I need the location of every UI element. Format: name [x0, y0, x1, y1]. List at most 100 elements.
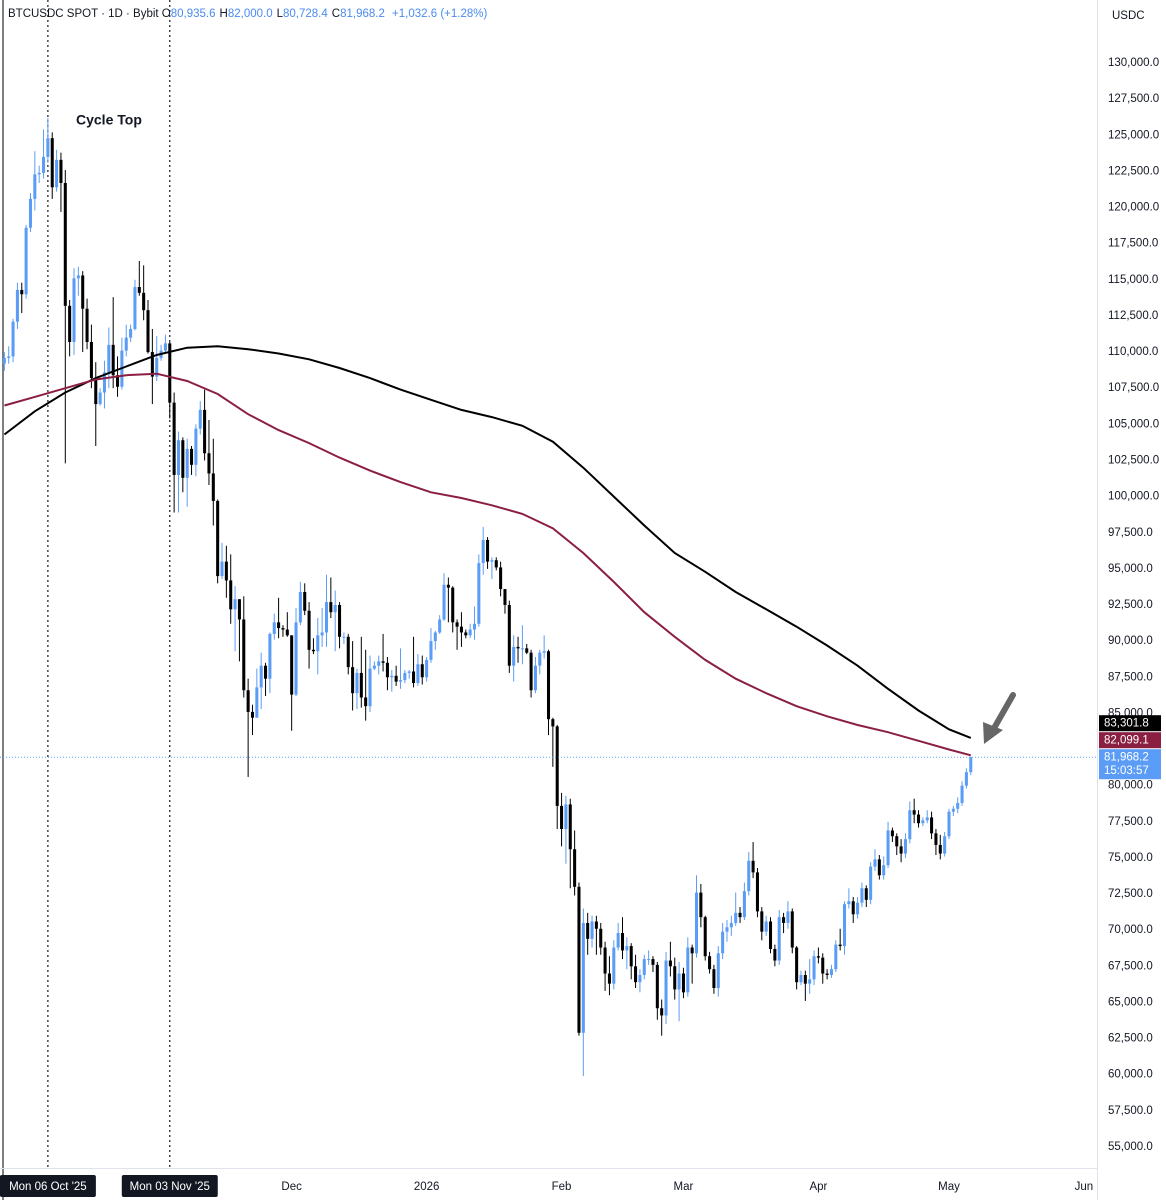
candle-body [264, 665, 268, 679]
candle-body [433, 632, 437, 642]
candle-body [568, 804, 572, 850]
candle-body [895, 836, 899, 847]
candle-body [921, 820, 925, 824]
candle-body [28, 198, 32, 228]
candle-body [507, 604, 511, 666]
ohlc: O80,935.6 H82,000.0 L80,728.4 C81,968.2 [162, 8, 389, 20]
candle-body [795, 947, 799, 983]
candle-body [612, 947, 616, 984]
candle-body [586, 922, 590, 939]
x-tick-label: Feb [552, 1181, 572, 1193]
candle-body [425, 659, 429, 678]
countdown: 15:03:57 [1104, 765, 1149, 777]
candle-body [329, 602, 333, 613]
candle-body [190, 448, 194, 465]
candle-body [690, 947, 694, 954]
y-tick-label: 67,500.0 [1108, 960, 1153, 972]
y-tick-label: 127,500.0 [1108, 93, 1159, 105]
candle-body [277, 622, 281, 629]
candle-body [581, 922, 585, 1033]
y-tick-label: 65,000.0 [1108, 996, 1153, 1008]
ohlc-key: O [161, 8, 171, 20]
candle-body [46, 138, 50, 157]
candle-body [194, 428, 198, 465]
candle-body [137, 287, 141, 293]
candle-body [925, 817, 929, 821]
candle-body [203, 409, 207, 454]
candle-body [856, 902, 860, 915]
candle-body [429, 641, 433, 660]
candle-body [629, 946, 633, 967]
candle-body [768, 921, 773, 949]
candle-body [969, 757, 973, 773]
candle-body [220, 561, 224, 577]
candle-body [55, 159, 59, 188]
candle-body [320, 632, 324, 636]
candle-body [281, 628, 285, 630]
candle-body [686, 947, 690, 993]
candle-body [603, 947, 607, 974]
candle-body [85, 308, 89, 342]
candle-body [272, 622, 276, 634]
candle-body [468, 629, 472, 636]
candle-body [342, 636, 346, 638]
candle-body [533, 665, 537, 691]
candle-body [951, 808, 955, 812]
x-tick-label: Dec [281, 1181, 302, 1193]
candle-body [255, 687, 259, 718]
candle-body [129, 328, 133, 338]
candle-body [307, 610, 311, 650]
arrow [983, 692, 1016, 744]
candle-body [176, 440, 181, 475]
candle-body [546, 651, 551, 720]
x-tick-label: Apr [809, 1181, 827, 1193]
candle-body [668, 960, 672, 967]
candle-body [246, 690, 250, 712]
candle-body [860, 888, 864, 903]
candle-body [742, 891, 746, 918]
candle-body [782, 917, 786, 923]
candle-body [899, 846, 903, 854]
y-tick-label: 117,500.0 [1108, 238, 1158, 250]
candle-body [390, 675, 394, 678]
candle-body [712, 969, 716, 988]
candle-body [398, 680, 403, 682]
candle-body [50, 138, 54, 188]
candle-body [298, 591, 302, 623]
candle-body [938, 844, 942, 854]
candle-body [773, 948, 777, 961]
candle-body [24, 227, 28, 295]
candle-body [355, 672, 359, 694]
candle-body [721, 931, 725, 954]
candle-body [790, 911, 794, 948]
candle-body [472, 623, 477, 630]
candle-body [512, 646, 516, 666]
y-tick-label: 92,500.0 [1108, 599, 1153, 611]
candle-body [63, 182, 67, 306]
candle-body [890, 830, 894, 837]
candle-body [677, 973, 681, 990]
candle-body [459, 626, 463, 633]
candle-body [68, 305, 72, 342]
candle-body [912, 810, 916, 815]
candle-body [381, 661, 385, 663]
candle-body [577, 886, 581, 1033]
candle-body [477, 563, 481, 624]
ohlc-key: L [276, 8, 283, 20]
candle-body [446, 584, 450, 588]
arrow-shaft [990, 692, 1016, 733]
candle-body [573, 849, 577, 887]
price-badge-label: 82,099.1 [1104, 735, 1149, 747]
candle-body [664, 960, 668, 1016]
ma-line [3, 345, 972, 739]
candle-body [181, 440, 185, 478]
candle-body [734, 912, 738, 923]
candle-body [324, 602, 329, 633]
candle-body [394, 675, 398, 682]
candle-body [555, 726, 559, 806]
ohlc-value: 80,935.6 [170, 8, 216, 20]
y-tick-label: 115,000.0 [1108, 274, 1158, 286]
symbol-header: BTCUSDC SPOT · 1D · Bybit O80,935.6 H82,0… [8, 8, 491, 20]
candle-body [851, 901, 855, 915]
candle-body [303, 591, 307, 611]
